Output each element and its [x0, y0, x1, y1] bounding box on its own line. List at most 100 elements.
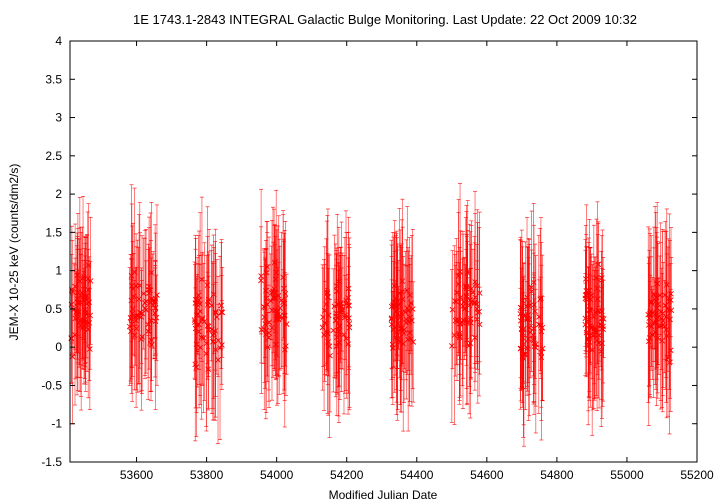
data-point: [591, 269, 598, 399]
y-tick-label: 4: [55, 34, 62, 48]
data-point: [517, 236, 524, 379]
y-tick-label: 3.5: [45, 72, 62, 86]
point-marker-b: [84, 276, 91, 282]
data-point: [281, 238, 287, 339]
point-marker-b: [332, 317, 339, 324]
point-marker-b: [460, 303, 466, 309]
x-tick-label: 55200: [680, 468, 714, 482]
point-marker-b: [537, 322, 544, 329]
data-point: [262, 259, 268, 389]
data-point: [140, 237, 147, 350]
point-marker-b: [219, 342, 225, 348]
data-point: [72, 257, 79, 380]
point-marker-b: [324, 330, 331, 337]
point-marker-b: [665, 295, 672, 301]
point-marker-b: [212, 309, 219, 316]
point-marker-b: [266, 330, 272, 336]
point-marker-b: [281, 346, 288, 353]
data-point: [401, 290, 408, 370]
point-marker-b: [659, 317, 666, 324]
point-marker-b: [582, 276, 589, 282]
point-marker-b: [281, 285, 287, 292]
point-marker-b: [129, 306, 136, 312]
data-point: [218, 242, 225, 369]
point-marker-b: [528, 288, 535, 295]
data-point: [456, 299, 463, 375]
data-point: [69, 239, 76, 344]
data-points: [68, 183, 675, 447]
point-marker-b: [273, 316, 280, 323]
data-point: [524, 217, 530, 396]
data-point: [76, 238, 82, 368]
data-point: [538, 307, 545, 408]
data-point: [462, 217, 469, 356]
point-marker-b: [133, 283, 140, 289]
point-marker-b: [325, 339, 331, 345]
point-marker-b: [582, 321, 589, 328]
data-point: [324, 253, 331, 414]
data-point: [530, 252, 537, 405]
point-marker-b: [449, 306, 456, 313]
data-point: [346, 237, 353, 411]
point-marker-b: [143, 307, 149, 313]
data-point: [195, 235, 202, 356]
data-point: [645, 226, 652, 403]
data-point: [146, 216, 152, 370]
data-point: [270, 206, 276, 378]
point-marker-b: [269, 324, 275, 331]
y-tick-label: 0: [55, 340, 62, 354]
data-point: [346, 266, 352, 370]
data-point: [269, 289, 275, 367]
data-point: [273, 309, 279, 380]
data-point: [449, 269, 455, 423]
point-marker-b: [199, 315, 206, 321]
data-point: [128, 254, 135, 394]
point-marker-b: [336, 339, 342, 346]
data-point: [84, 211, 91, 347]
point-marker-b: [467, 297, 474, 303]
data-point: [406, 237, 413, 407]
point-marker-b: [133, 325, 140, 332]
data-point: [453, 238, 460, 366]
x-tick-label: 54200: [330, 468, 364, 482]
point-marker-b: [333, 343, 340, 350]
point-marker-b: [456, 334, 463, 341]
point-marker-b: [215, 357, 221, 363]
point-marker-b: [454, 318, 460, 325]
point-marker-b: [390, 345, 396, 351]
point-marker-b: [472, 294, 478, 301]
point-marker-b: [518, 345, 524, 352]
point-marker-b: [596, 340, 602, 346]
point-marker-b: [524, 303, 530, 310]
data-point: [600, 279, 607, 358]
data-point: [258, 188, 264, 364]
data-point: [665, 238, 672, 358]
data-point: [325, 268, 331, 416]
x-tick-label: 54400: [400, 468, 434, 482]
data-point: [662, 230, 668, 360]
data-point: [460, 233, 466, 379]
point-marker-b: [648, 300, 655, 306]
data-point: [471, 236, 478, 369]
data-point: [474, 222, 481, 404]
chart-title: 1E 1743.1-2843 INTEGRAL Galactic Bulge M…: [133, 12, 637, 27]
point-marker-b: [87, 346, 93, 352]
point-marker-b: [391, 282, 398, 289]
data-point: [583, 246, 590, 344]
data-point: [330, 268, 337, 393]
data-point: [205, 275, 212, 377]
data-point: [132, 267, 139, 366]
point-marker-b: [668, 307, 675, 314]
point-marker-b: [595, 261, 602, 268]
point-marker-b: [218, 309, 225, 315]
data-point: [659, 273, 665, 409]
point-marker-b: [270, 289, 276, 296]
point-marker-b: [76, 300, 82, 306]
data-point: [272, 224, 279, 361]
x-tick-label: 53600: [120, 468, 154, 482]
data-point: [656, 278, 662, 375]
point-marker-b: [333, 313, 340, 320]
point-marker-b: [342, 312, 348, 319]
data-point: [587, 247, 594, 408]
point-marker-b: [218, 302, 225, 309]
